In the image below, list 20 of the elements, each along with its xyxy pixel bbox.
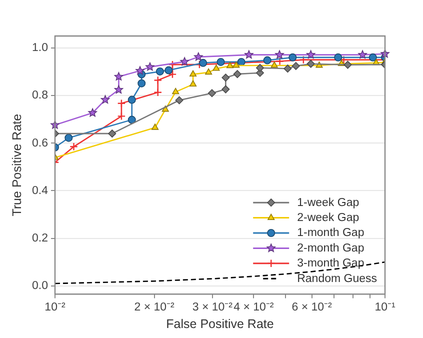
x-tick-label: 3 × 10⁻² bbox=[192, 301, 233, 314]
y-tick-label: 1.0 bbox=[32, 42, 48, 54]
x-tick-label: 4 × 10⁻² bbox=[234, 301, 274, 314]
y-axis-title: True Positive Rate bbox=[10, 114, 24, 216]
legend-label: 1-week Gap bbox=[297, 196, 360, 209]
x-tick-label: 6 × 10⁻² bbox=[292, 301, 332, 314]
x-axis-title: False Positive Rate bbox=[166, 316, 274, 331]
y-tick-label: 0.8 bbox=[32, 90, 48, 102]
legend-label: 1-month Gap bbox=[297, 227, 364, 240]
y-tick-label: 0.4 bbox=[32, 184, 49, 197]
x-tick-label: 2 × 10⁻² bbox=[134, 301, 175, 314]
x-tick-label: 10⁻¹ bbox=[374, 301, 396, 314]
legend-label: Random Guess bbox=[297, 272, 378, 285]
y-tick-label: 0.2 bbox=[32, 232, 48, 244]
x-tick-label: 10⁻² bbox=[44, 301, 66, 314]
legend-label: 3-month Gap bbox=[297, 258, 364, 270]
y-tick-label: 0.0 bbox=[32, 280, 48, 292]
legend-label: 2-month Gap bbox=[297, 242, 364, 254]
y-tick-label: 0.6 bbox=[32, 137, 48, 150]
legend-label: 2-week Gap bbox=[297, 212, 360, 224]
